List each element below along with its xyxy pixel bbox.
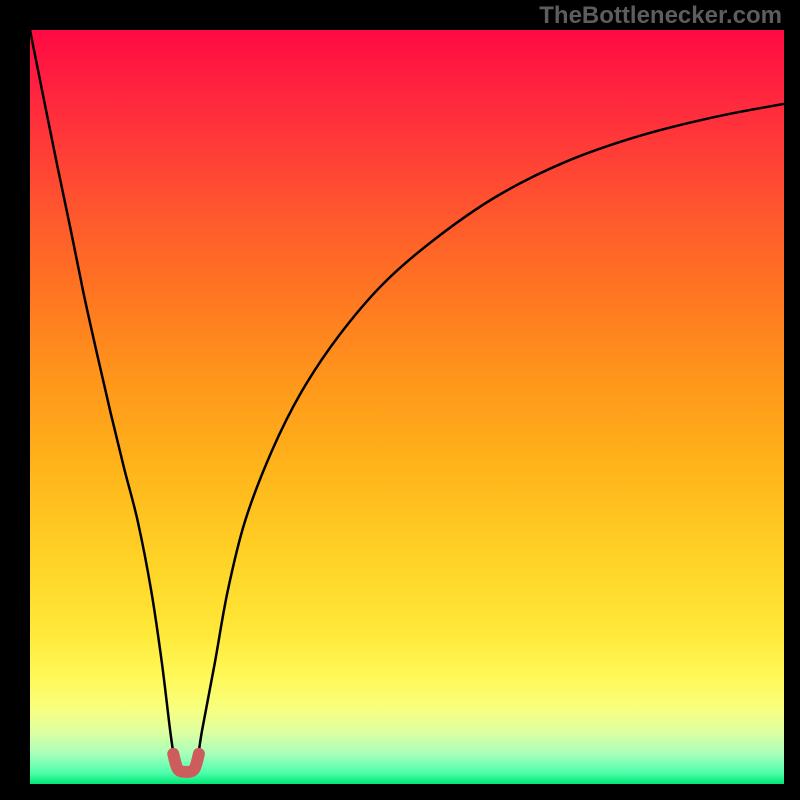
plot-area: [30, 30, 784, 784]
dip-marker: [173, 754, 199, 772]
watermark-text: TheBottlenecker.com: [539, 2, 782, 30]
curve-svg: [30, 30, 784, 784]
bottleneck-curve: [30, 30, 784, 770]
